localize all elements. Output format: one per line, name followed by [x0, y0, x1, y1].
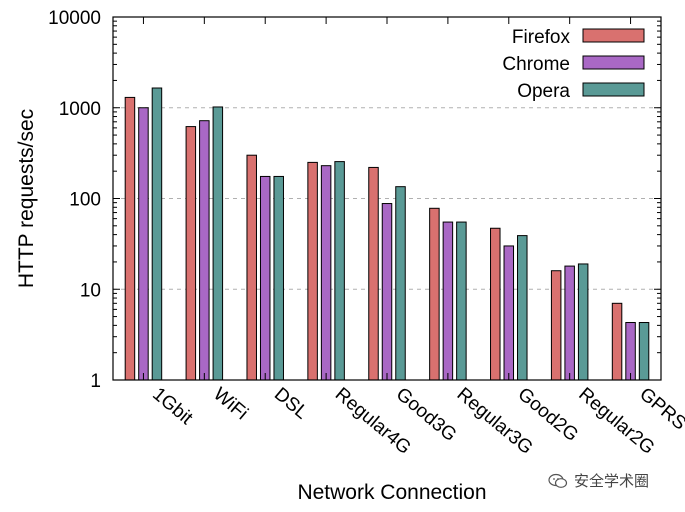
bar [273, 175, 284, 381]
bar [611, 302, 623, 381]
bar [124, 96, 136, 381]
watermark-text: 安全学术圈 [574, 472, 650, 490]
bar [625, 322, 636, 381]
y-tick-label: 10 [80, 280, 101, 301]
y-axis-label: HTTP requests/sec [15, 109, 38, 288]
bar [503, 245, 515, 381]
bar [185, 126, 197, 381]
bar [151, 87, 163, 381]
watermark: 安全学术圈 [548, 470, 649, 491]
wechat-icon [548, 473, 568, 488]
legend-swatch [582, 82, 645, 97]
x-tick-label: GPRS [635, 384, 685, 435]
bars [124, 87, 650, 381]
y-axis: 1 10 100 1000 10000 [48, 8, 661, 392]
legend-label: Opera [517, 81, 570, 102]
y-tick-label: 100 [69, 190, 101, 211]
x-tick-label: WiFi [209, 384, 252, 425]
legend: Firefox Chrome Opera [502, 27, 645, 102]
x-tick-label: 1Gbit [148, 384, 197, 430]
bar [212, 106, 224, 381]
x-axis-label: Network Connection [297, 481, 486, 504]
bar [577, 263, 589, 381]
bar [320, 165, 332, 381]
bar [638, 322, 650, 381]
bar [334, 161, 345, 381]
bar [259, 175, 271, 381]
bar [199, 120, 210, 381]
legend-swatch [582, 55, 645, 70]
bar [517, 235, 528, 381]
legend-label: Chrome [502, 54, 570, 75]
bar [564, 265, 575, 381]
bar [246, 154, 257, 381]
bar [307, 161, 318, 381]
y-tick-label: 10000 [48, 8, 101, 29]
bar [395, 186, 406, 381]
bar [368, 166, 379, 381]
y-tick-label: 1 [90, 371, 101, 392]
bar [381, 203, 393, 381]
legend-label: Firefox [512, 27, 571, 48]
bar [490, 227, 501, 381]
y-tick-label: 1000 [59, 99, 101, 120]
bar [138, 107, 149, 381]
bar [550, 270, 562, 381]
bar [429, 207, 440, 381]
bar [442, 221, 454, 381]
bar [456, 221, 467, 381]
x-tick-label: DSL [270, 384, 312, 424]
legend-swatch [582, 28, 645, 43]
